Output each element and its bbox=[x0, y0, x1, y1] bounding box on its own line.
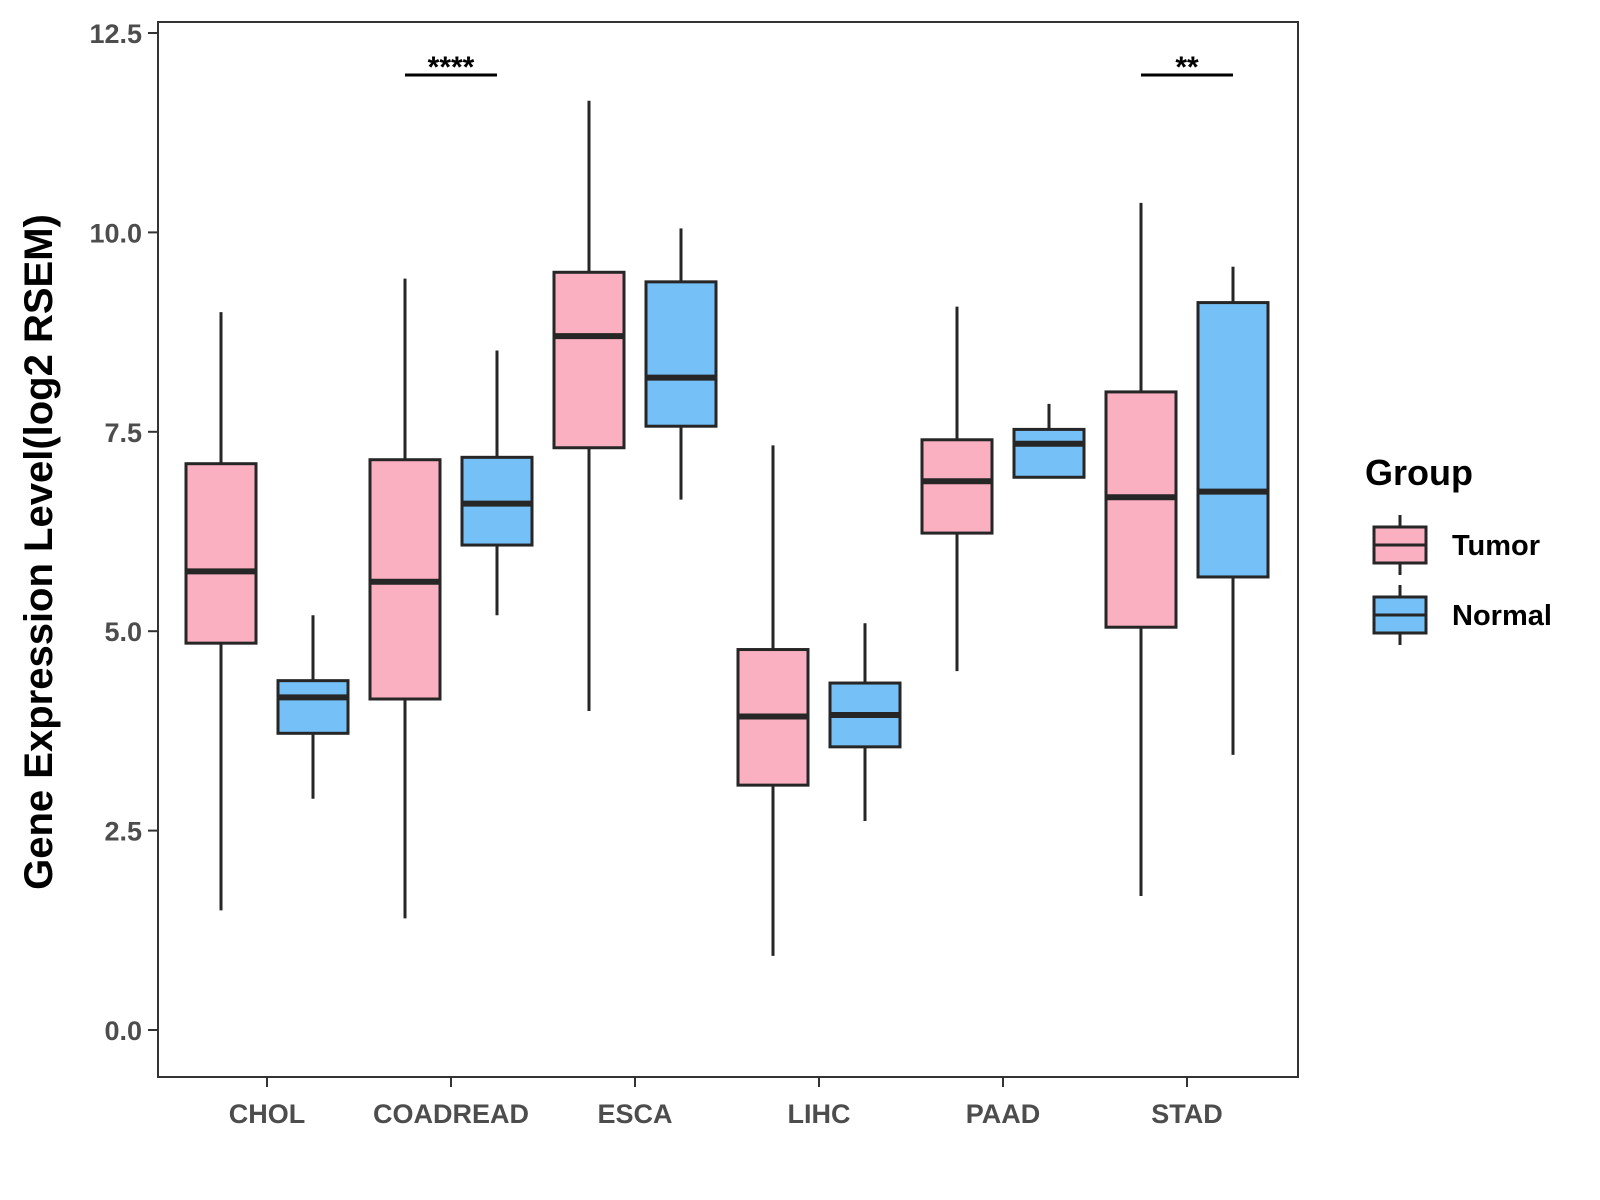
box-iqr bbox=[920, 438, 994, 535]
box-tumor-paad bbox=[920, 306, 994, 672]
y-tick-label: 7.5 bbox=[104, 418, 142, 448]
significance-annotations: **** ** bbox=[405, 51, 1233, 84]
y-tick-label: 10.0 bbox=[89, 218, 142, 248]
y-axis-title: Gene Expression Level(log2 RSEM) bbox=[17, 214, 61, 890]
x-tick-label: CHOL bbox=[229, 1099, 306, 1129]
box-tumor-coadread bbox=[368, 278, 442, 919]
box-iqr bbox=[1012, 427, 1086, 479]
box-tumor-stad bbox=[1104, 202, 1178, 897]
box-normal-chol bbox=[276, 615, 350, 799]
x-tick-label: ESCA bbox=[597, 1099, 672, 1129]
x-tick-label: STAD bbox=[1151, 1099, 1223, 1129]
significance-label: ** bbox=[1175, 51, 1199, 84]
box-tumor-esca bbox=[552, 100, 626, 711]
box-iqr bbox=[1196, 301, 1270, 579]
box-iqr bbox=[644, 280, 718, 428]
y-tick-label: 2.5 bbox=[104, 817, 142, 847]
box-tumor-chol bbox=[184, 312, 258, 911]
box-group bbox=[184, 100, 1270, 956]
legend: Group Tumor Normal bbox=[1365, 452, 1552, 645]
legend-key-tumor bbox=[1372, 515, 1428, 575]
box-normal-paad bbox=[1012, 403, 1086, 479]
y-tick-label: 0.0 bbox=[104, 1016, 142, 1046]
legend-key-normal bbox=[1372, 585, 1428, 645]
y-tick-label: 5.0 bbox=[104, 617, 142, 647]
box-normal-coadread bbox=[460, 350, 534, 616]
box-iqr bbox=[1104, 390, 1178, 629]
x-tick-label: PAAD bbox=[966, 1099, 1041, 1129]
legend-label-tumor: Tumor bbox=[1452, 530, 1540, 562]
x-axis: CHOL COADREAD ESCA LIHC PAAD STAD bbox=[229, 1077, 1223, 1129]
box-tumor-lihc bbox=[736, 445, 810, 956]
legend-title: Group bbox=[1365, 452, 1473, 493]
box-iqr bbox=[552, 270, 626, 450]
box-normal-stad bbox=[1196, 266, 1270, 755]
box-normal-lihc bbox=[828, 623, 902, 822]
box-normal-esca bbox=[644, 228, 718, 500]
x-tick-label: LIHC bbox=[788, 1099, 851, 1129]
legend-label-normal: Normal bbox=[1452, 600, 1552, 632]
box-iqr bbox=[184, 462, 258, 645]
y-tick-label: 12.5 bbox=[89, 19, 142, 49]
box-iqr bbox=[276, 679, 350, 735]
y-axis: 0.0 2.5 5.0 7.5 10.0 12.5 bbox=[89, 19, 158, 1046]
x-tick-label: COADREAD bbox=[373, 1099, 529, 1129]
significance-label: **** bbox=[428, 51, 475, 84]
